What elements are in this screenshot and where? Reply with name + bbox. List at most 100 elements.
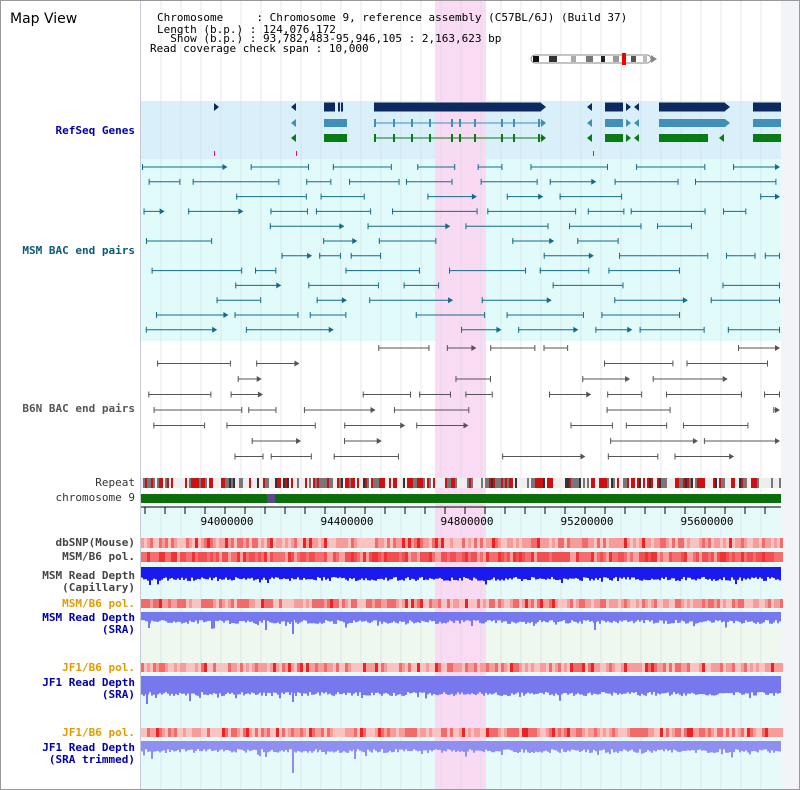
repeat-segment (469, 478, 471, 488)
msm-capillary-depth-bar (587, 567, 589, 579)
msm-sra-depth-bar (517, 612, 519, 623)
jf1-b6-pol-cell (747, 663, 750, 672)
msm-sra-depth-bar (533, 612, 535, 626)
msm-sra-depth-bar (431, 612, 433, 622)
msm-b6-pol-2-cell (648, 599, 651, 608)
repeat-segment (485, 478, 487, 488)
msm-capillary-depth-bar (353, 567, 355, 579)
track-label-dbsnp[interactable]: dbSNP(Mouse) (55, 536, 135, 549)
msm-sra-depth-bar (681, 612, 683, 621)
msm-b6-pol-2-cell (258, 599, 261, 608)
jf1-b6-pol-2-cell (582, 728, 585, 737)
b6n-bac-end (153, 422, 155, 429)
msm-sra-depth-bar (425, 612, 427, 623)
repeat-segment (673, 478, 675, 488)
msm-sra-depth-bar (317, 612, 319, 624)
dbsnp-density-cell (273, 538, 276, 548)
jf1-trimmed-depth-bar (379, 741, 381, 752)
b6n-bac-end (471, 345, 477, 351)
msm-b6-pol-2-cell (771, 599, 774, 608)
dbsnp-density-cell (327, 538, 330, 548)
jf1-b6-pol-2-cell (519, 728, 522, 737)
msm-sra-depth-bar (213, 612, 215, 629)
dbsnp-density-cell (474, 538, 477, 548)
msm-bac-end (330, 178, 332, 185)
track-label-msm-b6-pol-2[interactable]: MSM/B6 pol. (62, 597, 135, 610)
msm-sra-depth-bar (165, 612, 167, 622)
track-label-refseq[interactable]: RefSeq Genes (55, 124, 135, 137)
msm-capillary-depth-bar (767, 567, 769, 578)
jf1-trimmed-depth-bar (593, 741, 595, 750)
jf1-trimmed-depth-bar (709, 741, 711, 753)
repeat-segment (465, 478, 467, 488)
msm-capillary-depth-bar (627, 567, 629, 578)
msm-capillary-depth-bar (147, 567, 149, 581)
jf1-sra-depth-bar (421, 676, 423, 693)
jf1-sra-depth-bar (237, 676, 239, 695)
dbsnp-density-cell (741, 538, 744, 548)
msm-b6-pol-2-cell (306, 599, 309, 608)
msm-bac-end (417, 164, 419, 170)
msm-b6-pol-2-cell (153, 599, 156, 608)
repeat-segment (635, 478, 637, 488)
jf1-trimmed-depth-bar (309, 741, 311, 752)
jf1-sra-depth-bar (161, 676, 163, 695)
jf1-b6-pol-2-cell (414, 728, 417, 737)
msm-capillary-depth-bar (351, 567, 353, 580)
gene-strand-arrow (725, 119, 730, 127)
msm-b6-pol-2-cell (498, 599, 501, 608)
track-label-msm-depth-sra[interactable]: MSM Read Depth (SRA) (42, 612, 135, 636)
msm-bac-end (779, 297, 780, 304)
msm-sra-depth-bar (709, 612, 711, 622)
msm-b6-pol-cell (204, 552, 207, 562)
header-value: 124,076,172 (262, 23, 336, 36)
msm-b6-pol-cell (354, 552, 357, 562)
jf1-trimmed-depth-bar (321, 741, 323, 752)
repeat-segment (511, 478, 513, 488)
jf1-sra-depth-bar (185, 676, 187, 696)
dbsnp-density-cell (261, 538, 264, 548)
msm-sra-depth-bar (757, 612, 759, 623)
track-label-jf1-depth-sra[interactable]: JF1 Read Depth (SRA) (42, 677, 135, 701)
repeat-segment (531, 478, 533, 488)
track-label-jf1-depth-trimmed[interactable]: JF1 Read Depth (SRA trimmed) (42, 742, 135, 766)
msm-b6-pol-cell (585, 552, 588, 562)
repeat-segment (333, 478, 335, 488)
track-label-b6n-bac[interactable]: B6N BAC end pairs (22, 402, 135, 415)
jf1-b6-pol-2-cell (456, 728, 459, 737)
jf1-trimmed-depth-bar (155, 741, 157, 752)
msm-sra-depth-bar (611, 612, 613, 623)
track-label-msm-depth-capillary[interactable]: MSM Read Depth (Capillary) (42, 570, 135, 594)
jf1-trimmed-depth-bar (679, 741, 681, 753)
track-label-msm-b6-pol[interactable]: MSM/B6 pol. (62, 550, 135, 563)
msm-b6-pol-cell (414, 552, 417, 562)
msm-sra-depth-bar (767, 612, 769, 621)
repeat-segment (321, 478, 323, 488)
jf1-b6-pol-2-cell (516, 728, 519, 737)
msm-bac-end (369, 297, 371, 304)
jf1-sra-depth-bar (639, 676, 641, 696)
track-label-msm-bac[interactable]: MSM BAC end pairs (22, 244, 135, 257)
b6n-bac-end (549, 391, 551, 398)
msm-capillary-depth-bar (229, 567, 231, 580)
jf1-trimmed-depth-bar (195, 741, 197, 751)
jf1-trimmed-depth-bar (377, 741, 379, 753)
gene-exon (513, 134, 515, 142)
msm-sra-depth-bar (751, 612, 753, 622)
msm-b6-pol-cell (315, 552, 318, 562)
msm-capillary-depth-bar (743, 567, 745, 579)
jf1-sra-depth-bar (487, 676, 489, 695)
jf1-trimmed-depth-bar (311, 741, 313, 753)
jf1-sra-depth-bar (777, 676, 779, 694)
jf1-b6-pol-2-cell (639, 728, 642, 737)
msm-sra-depth-bar (761, 612, 763, 624)
jf1-b6-pol-2-cell (465, 728, 468, 737)
msm-bac-end (745, 208, 747, 215)
msm-bac-end (617, 238, 619, 244)
track-label-jf1-b6-pol-2[interactable]: JF1/B6 pol. (62, 726, 135, 739)
msm-sra-depth-bar (725, 612, 727, 628)
msm-sra-depth-bar (259, 612, 261, 622)
track-label-jf1-b6-pol[interactable]: JF1/B6 pol. (62, 661, 135, 674)
msm-sra-depth-bar (397, 612, 399, 624)
